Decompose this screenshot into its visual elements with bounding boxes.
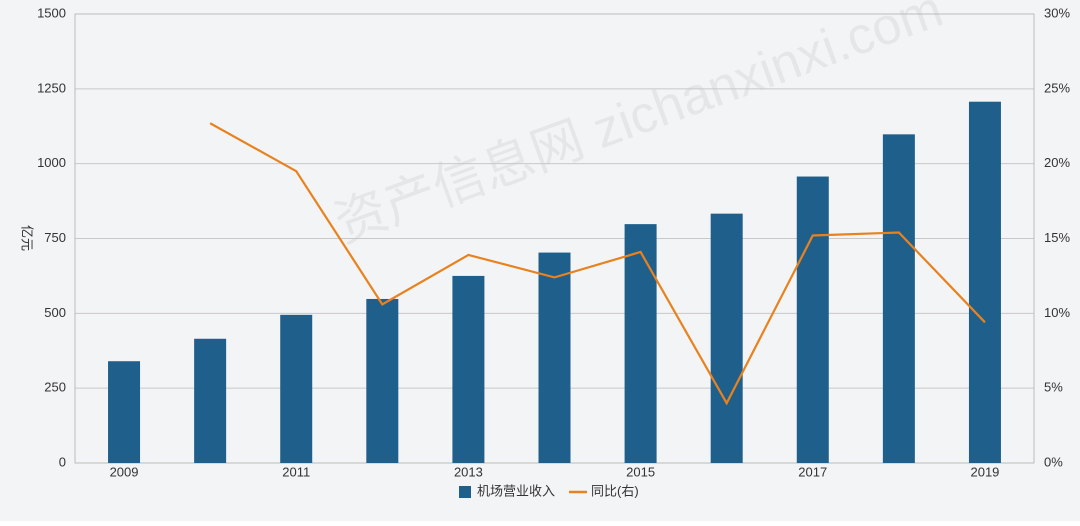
y2-tick-label: 15% — [1044, 230, 1070, 245]
y2-tick-label: 5% — [1044, 380, 1063, 395]
bar — [968, 101, 1001, 464]
y-axis-label: 亿元 — [20, 225, 35, 251]
legend-label: 机场营业收入 — [477, 483, 555, 498]
y-tick-label: 750 — [44, 230, 66, 245]
bar — [538, 252, 571, 463]
bar — [710, 213, 743, 463]
y2-tick-label: 10% — [1044, 305, 1070, 320]
y-tick-label: 1500 — [37, 5, 66, 20]
legend-label: 同比(右) — [591, 483, 639, 498]
x-tick-label: 2009 — [110, 464, 139, 479]
bar — [366, 298, 399, 463]
x-tick-label: 2013 — [454, 464, 483, 479]
y2-tick-label: 0% — [1044, 454, 1063, 469]
y-tick-label: 1000 — [37, 155, 66, 170]
legend-swatch — [459, 486, 471, 498]
bar — [452, 275, 485, 463]
y-tick-label: 0 — [59, 454, 66, 469]
y-tick-label: 250 — [44, 380, 66, 395]
line — [209, 122, 986, 406]
bar — [624, 224, 657, 463]
y2-tick-label: 25% — [1044, 80, 1070, 95]
bar — [796, 176, 829, 463]
bar — [280, 314, 313, 463]
bar — [108, 361, 141, 463]
y2-tick-label: 20% — [1044, 155, 1070, 170]
x-tick-label: 2019 — [970, 464, 999, 479]
bar — [194, 338, 227, 463]
x-tick-label: 2015 — [626, 464, 655, 479]
y-tick-label: 500 — [44, 305, 66, 320]
x-tick-label: 2011 — [282, 464, 310, 479]
bar — [882, 134, 915, 463]
x-tick-label: 2017 — [798, 464, 827, 479]
y2-tick-label: 30% — [1044, 5, 1070, 20]
y-tick-label: 1250 — [37, 80, 66, 95]
